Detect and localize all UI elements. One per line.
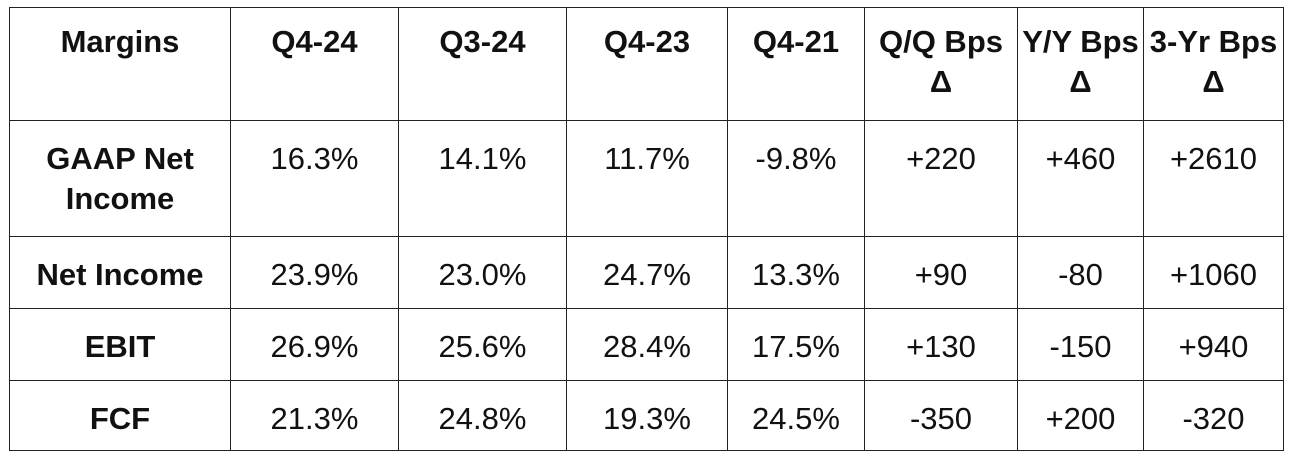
header-row: Margins Q4-24 Q3-24 Q4-23 Q4-21 Q/Q Bps Δ Y/Y … — [9, 7, 1284, 121]
cell: +2610 — [1143, 120, 1284, 237]
cell: 25.6% — [398, 308, 567, 381]
row-label: FCF — [9, 380, 231, 451]
header-cell: Q4-21 — [727, 7, 865, 121]
cell: 14.1% — [398, 120, 567, 237]
cell: +90 — [864, 236, 1018, 309]
header-cell: Q4-24 — [230, 7, 399, 121]
cell: 24.7% — [566, 236, 728, 309]
cell: 19.3% — [566, 380, 728, 451]
cell: +130 — [864, 308, 1018, 381]
cell: -9.8% — [727, 120, 865, 237]
cell: +200 — [1017, 380, 1144, 451]
table-row: Net Income 23.9% 23.0% 24.7% 13.3% +90 -80 +106… — [9, 236, 1284, 309]
cell: 17.5% — [727, 308, 865, 381]
table-row: FCF 21.3% 24.8% 19.3% 24.5% -350 +200 -320 — [9, 380, 1284, 451]
cell: -320 — [1143, 380, 1284, 451]
row-label: GAAP Net Income — [9, 120, 231, 237]
cell: +1060 — [1143, 236, 1284, 309]
header-cell: Margins — [9, 7, 231, 121]
cell: 26.9% — [230, 308, 399, 381]
cell: +220 — [864, 120, 1018, 237]
header-cell: Q/Q Bps Δ — [864, 7, 1018, 121]
table-row: EBIT 26.9% 25.6% 28.4% 17.5% +130 -150 +940 — [9, 308, 1284, 381]
margins-table: Margins Q4-24 Q3-24 Q4-23 Q4-21 Q/Q Bps Δ Y/Y … — [9, 7, 1284, 451]
header-cell: Y/Y Bps Δ — [1017, 7, 1144, 121]
cell: 16.3% — [230, 120, 399, 237]
cell: -80 — [1017, 236, 1144, 309]
table-body: GAAP Net Income 16.3% 14.1% 11.7% -9.8% +220 +… — [9, 120, 1284, 451]
cell: +940 — [1143, 308, 1284, 381]
cell: +460 — [1017, 120, 1144, 237]
table-row: GAAP Net Income 16.3% 14.1% 11.7% -9.8% +220 +… — [9, 120, 1284, 237]
row-label: Net Income — [9, 236, 231, 309]
header-cell: Q4-23 — [566, 7, 728, 121]
header-cell: Q3-24 — [398, 7, 567, 121]
cell: -150 — [1017, 308, 1144, 381]
cell: 11.7% — [566, 120, 728, 237]
cell: 23.0% — [398, 236, 567, 309]
cell: 23.9% — [230, 236, 399, 309]
cell: -350 — [864, 380, 1018, 451]
cell: 13.3% — [727, 236, 865, 309]
cell: 28.4% — [566, 308, 728, 381]
cell: 24.5% — [727, 380, 865, 451]
cell: 21.3% — [230, 380, 399, 451]
cell: 24.8% — [398, 380, 567, 451]
header-cell: 3-Yr Bps Δ — [1143, 7, 1284, 121]
row-label: EBIT — [9, 308, 231, 381]
